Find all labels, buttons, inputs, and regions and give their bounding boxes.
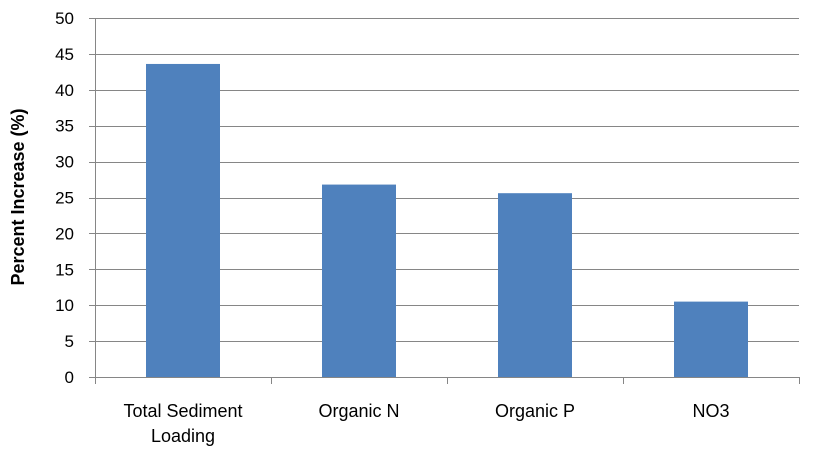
y-tick-label: 30 (55, 153, 74, 172)
x-category-labels: Total Sediment Loading Organic N Organic P N… (123, 401, 729, 446)
y-tick-label: 35 (55, 117, 74, 136)
bar (146, 63, 220, 378)
y-tick-label: 10 (55, 296, 74, 315)
bar (498, 193, 572, 377)
y-tick-label: 15 (55, 260, 74, 279)
y-axis-title: Percent Increase (%) (8, 108, 28, 285)
y-tick-labels: 0 5 10 15 20 25 30 35 40 45 50 (55, 9, 74, 387)
axes (89, 18, 800, 384)
x-category-label: NO3 (692, 401, 729, 421)
y-tick-label: 20 (55, 224, 74, 243)
y-tick-label: 50 (55, 9, 74, 28)
y-tick-label: 40 (55, 81, 74, 100)
x-category-label: Organic P (495, 401, 575, 421)
x-category-label: Organic N (318, 401, 399, 421)
y-tick-label: 25 (55, 189, 74, 208)
y-tick-label: 0 (65, 368, 74, 387)
y-tick-label: 5 (65, 332, 74, 351)
bar (674, 301, 748, 377)
bars (146, 63, 748, 378)
y-tick-label: 45 (55, 45, 74, 64)
x-category-label: Total Sediment Loading (123, 401, 242, 446)
bar (322, 184, 396, 377)
